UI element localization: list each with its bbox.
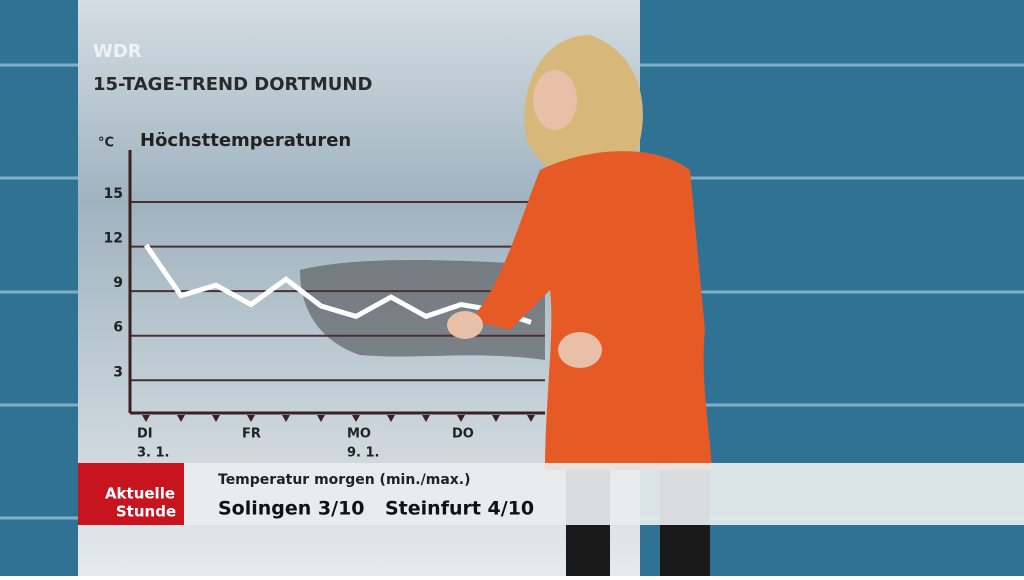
show-name: Stunde [116, 503, 176, 521]
show-logo [78, 463, 184, 525]
x-tick-label: DI [137, 427, 153, 442]
x-tick [317, 415, 325, 422]
x-date-label: 9. 1. [347, 446, 380, 461]
heading: 15-TAGE-TREND DORTMUND [93, 74, 372, 95]
x-date-label: 3. 1. [137, 446, 170, 461]
y-tick-label: 3 [113, 364, 123, 380]
data-line [143, 243, 532, 325]
x-tick [212, 415, 220, 422]
x-tick [177, 415, 185, 422]
channel-logo: WDR [93, 41, 142, 62]
ticker-bar [78, 463, 1024, 525]
chart-title: Höchsttemperaturen [140, 130, 351, 151]
x-tick [422, 415, 430, 422]
ticker-title: Temperatur morgen (min./max.) [218, 472, 471, 488]
x-tick [527, 415, 535, 422]
x-tick [457, 415, 465, 422]
x-tick [282, 415, 290, 422]
y-tick-label: 12 [104, 231, 123, 247]
x-tick [142, 415, 150, 422]
ticker-item: Steinfurt 4/10 [385, 498, 534, 520]
y-tick-label: 6 [113, 320, 123, 336]
x-tick [247, 415, 255, 422]
x-tick-label: DO [452, 427, 474, 442]
unit-label: °C [98, 136, 114, 151]
x-tick-label: FR [242, 427, 261, 442]
x-tick [492, 415, 500, 422]
show-name: Aktuelle [105, 485, 175, 503]
x-tick-label: MO [347, 427, 371, 442]
y-tick-label: 9 [113, 275, 123, 291]
ticker-item: Solingen 3/10 [218, 498, 365, 520]
x-tick [387, 415, 395, 422]
y-tick-label: 15 [104, 186, 123, 202]
x-tick [352, 415, 360, 422]
